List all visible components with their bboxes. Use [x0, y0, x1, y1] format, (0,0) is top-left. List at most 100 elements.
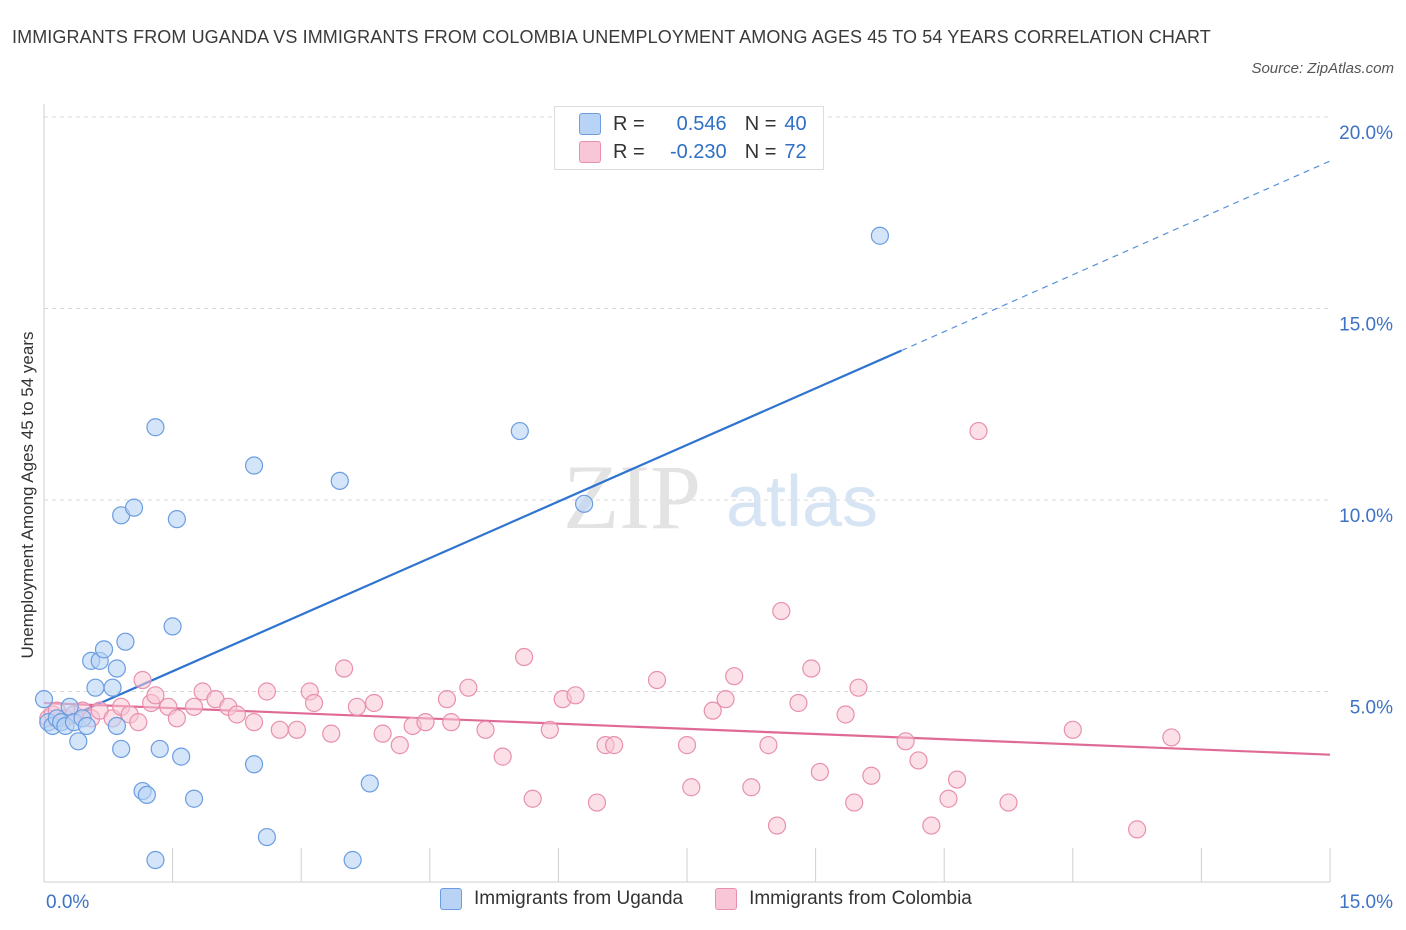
colombia-point — [347, 697, 367, 716]
legend-r-value: -0.230 — [669, 140, 727, 163]
colombia-point — [437, 690, 457, 709]
uganda-point — [244, 755, 264, 774]
uganda-trend-line — [43, 349, 902, 729]
uganda-point — [257, 827, 277, 847]
legend-row-uganda: R = 0.546 N = 40 — [579, 112, 807, 136]
colombia-point — [802, 659, 821, 678]
colombia-point — [909, 751, 928, 770]
uganda-point — [343, 850, 362, 870]
series-swatch-colombia — [715, 888, 738, 910]
uganda-point — [34, 690, 54, 709]
colombia-point — [364, 693, 384, 713]
legend-r-value: 0.546 — [676, 112, 727, 135]
colombia-point — [759, 736, 778, 755]
colombia-point — [789, 693, 808, 713]
x-tick-label: 0.0% — [46, 892, 89, 913]
uganda-point — [77, 716, 96, 736]
colombia-point — [270, 720, 289, 739]
colombia-point — [459, 678, 478, 697]
series-legend-uganda: Immigrants from Uganda — [440, 888, 683, 910]
colombia-point — [167, 709, 186, 728]
colombia-point — [742, 778, 761, 797]
axes — [43, 104, 1331, 883]
colombia-point — [969, 421, 988, 441]
colombia-point — [703, 701, 722, 720]
colombia-point — [716, 690, 735, 709]
uganda-point — [184, 789, 204, 808]
colombia-point — [922, 816, 941, 835]
colombia-point — [810, 762, 829, 782]
colombia-point — [227, 705, 246, 724]
uganda-point — [107, 659, 126, 678]
colombia-point — [862, 766, 881, 785]
uganda-point — [510, 421, 529, 441]
trend-lines — [43, 160, 1331, 756]
legend-n-label: N = — [744, 140, 777, 163]
uganda-point — [124, 498, 144, 517]
uganda-point — [107, 716, 126, 736]
uganda-point — [69, 732, 88, 751]
y-tick-label: 15.0% — [1339, 315, 1393, 336]
uganda-point — [330, 471, 349, 490]
colombia-point — [334, 659, 354, 678]
colombia-point — [1063, 720, 1082, 739]
colombia-point — [896, 732, 915, 751]
colombia-point — [244, 713, 264, 732]
colombia-point — [442, 713, 461, 732]
colombia-point — [390, 736, 409, 755]
uganda-point — [575, 494, 594, 513]
colombia-point — [540, 720, 559, 739]
correlation-legend: R = 0.546 N = 40 R = -0.230 N = 72 — [554, 106, 824, 170]
y-tick-label: 20.0% — [1339, 123, 1393, 144]
legend-r-label: R = — [613, 112, 645, 135]
colombia-point — [322, 724, 341, 743]
colombia-point — [999, 793, 1018, 812]
colombia-point — [767, 816, 787, 835]
uganda-point — [244, 456, 264, 475]
uganda-point — [163, 617, 182, 636]
uganda-trend-extension — [901, 160, 1331, 352]
series-legend: Immigrants from Uganda Immigrants from C… — [440, 888, 1004, 910]
legend-r-label: R = — [613, 140, 645, 163]
colombia-point — [184, 697, 204, 716]
uganda-point — [146, 850, 165, 870]
series-name: Immigrants from Colombia — [749, 888, 972, 909]
uganda-point — [150, 739, 169, 759]
uganda-point — [167, 510, 186, 529]
series-swatch-uganda — [440, 888, 462, 910]
colombia-point — [566, 686, 585, 705]
chart-title: IMMIGRANTS FROM UGANDA VS IMMIGRANTS FRO… — [12, 27, 1211, 47]
colombia-point — [416, 713, 435, 732]
legend-row-colombia: R = -0.230 N = 72 — [579, 140, 807, 164]
uganda-point — [360, 774, 379, 793]
legend-swatch-colombia — [579, 141, 601, 163]
colombia-point — [304, 693, 324, 713]
colombia-point — [1127, 820, 1147, 839]
uganda-point — [116, 632, 135, 651]
colombia-point — [677, 736, 697, 755]
grid-lines — [44, 116, 1330, 692]
x-tick-label: 15.0% — [1339, 892, 1393, 913]
source-label: Source: ZipAtlas.com — [1251, 60, 1394, 77]
colombia-trend-line — [43, 701, 1331, 756]
y-tick-label: 10.0% — [1339, 506, 1393, 527]
colombia-point — [947, 770, 967, 789]
colombia-point — [146, 686, 165, 705]
colombia-point — [515, 647, 534, 667]
colombia-point — [493, 747, 512, 766]
data-points — [34, 226, 1181, 870]
uganda-point — [112, 739, 131, 759]
uganda-point — [137, 785, 156, 805]
legend-swatch-uganda — [579, 113, 601, 135]
colombia-point — [523, 789, 542, 808]
uganda-point — [146, 418, 165, 437]
colombia-point — [849, 678, 868, 697]
tick-labels: 5.0% 10.0% 15.0% 20.0% 0.0% 15.0% — [46, 123, 1393, 913]
colombia-point — [257, 682, 277, 701]
colombia-point — [476, 720, 495, 739]
uganda-point — [172, 747, 191, 766]
colombia-point — [287, 720, 307, 739]
series-legend-colombia: Immigrants from Colombia — [715, 888, 972, 910]
colombia-point — [587, 793, 607, 812]
uganda-point — [870, 226, 890, 245]
